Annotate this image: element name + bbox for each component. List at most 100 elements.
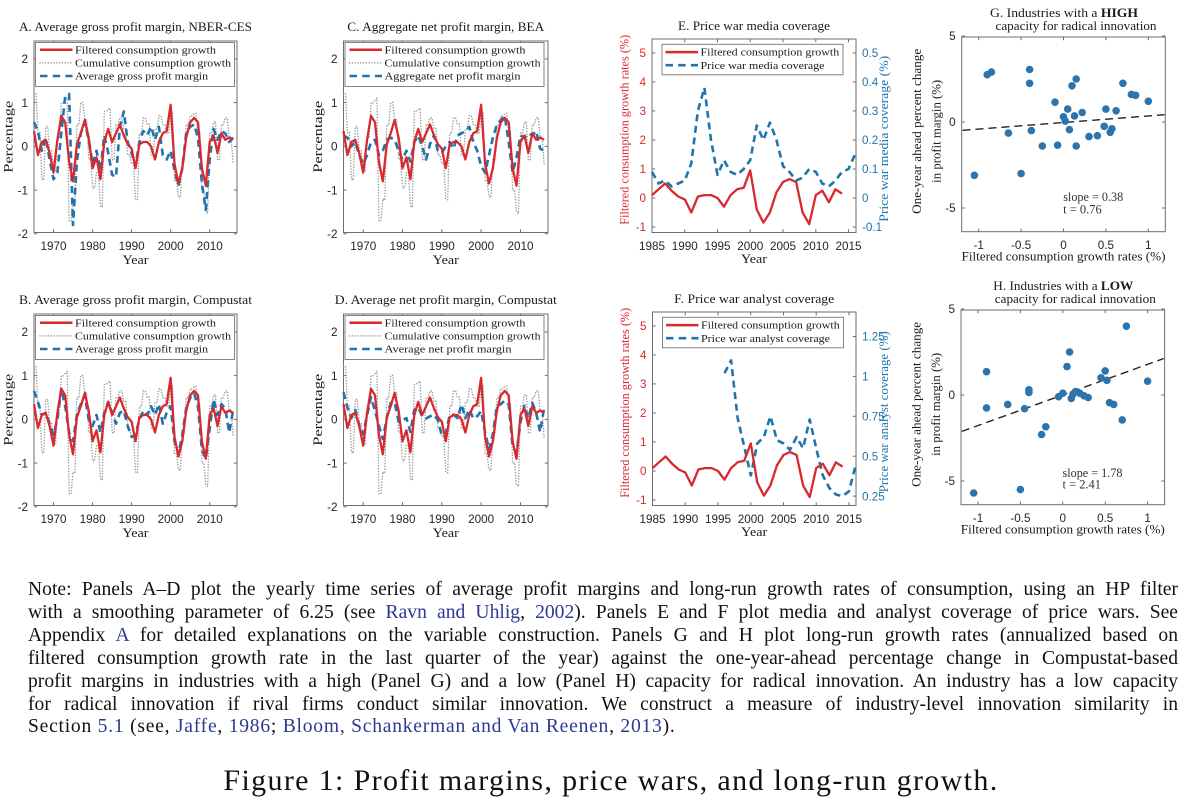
svg-text:Cumulative consumption growth: Cumulative consumption growth <box>75 58 232 70</box>
svg-text:Percentage: Percentage <box>2 100 16 173</box>
svg-text:1: 1 <box>1145 239 1152 252</box>
svg-text:1990: 1990 <box>672 240 699 253</box>
svg-text:Cumulative consumption growth: Cumulative consumption growth <box>385 58 542 70</box>
svg-text:5: 5 <box>948 303 955 316</box>
svg-text:t = 2.41: t = 2.41 <box>1063 478 1102 492</box>
svg-text:Average net profit margin: Average net profit margin <box>385 344 513 356</box>
svg-text:-1: -1 <box>636 221 646 234</box>
svg-text:0.75: 0.75 <box>862 411 885 424</box>
svg-text:Year: Year <box>741 252 768 266</box>
svg-text:Filtered consumption growth: Filtered consumption growth <box>385 44 527 56</box>
svg-text:Percentage: Percentage <box>311 373 325 446</box>
svg-text:-1: -1 <box>18 184 28 197</box>
svg-text:0.5: 0.5 <box>862 47 879 60</box>
svg-text:1: 1 <box>331 97 338 110</box>
svg-text:in profit margin (%): in profit margin (%) <box>930 80 944 183</box>
svg-text:1990: 1990 <box>119 240 146 253</box>
svg-text:2: 2 <box>331 326 338 339</box>
svg-text:1995: 1995 <box>705 513 732 526</box>
svg-text:1: 1 <box>639 163 646 176</box>
svg-text:3: 3 <box>640 378 647 391</box>
svg-text:2010: 2010 <box>803 240 830 253</box>
svg-text:0.25: 0.25 <box>862 490 885 503</box>
svg-text:Percentage: Percentage <box>2 373 16 446</box>
svg-text:0: 0 <box>331 141 338 154</box>
svg-text:2: 2 <box>331 53 338 66</box>
svg-text:Year: Year <box>123 253 150 267</box>
svg-text:H. Industries with a LOW: H. Industries with a LOW <box>993 279 1134 293</box>
svg-text:capacity for radical innovatio: capacity for radical innovation <box>996 19 1157 33</box>
svg-text:3: 3 <box>639 105 646 118</box>
svg-text:0.3: 0.3 <box>862 105 878 118</box>
svg-text:2005: 2005 <box>770 513 797 526</box>
svg-text:2010: 2010 <box>197 513 224 526</box>
svg-text:2010: 2010 <box>197 240 224 253</box>
svg-text:-1: -1 <box>973 239 983 252</box>
svg-text:0: 0 <box>331 414 338 427</box>
svg-text:2: 2 <box>640 407 647 420</box>
svg-text:Aggregate net profit margin: Aggregate net profit margin <box>385 71 522 83</box>
svg-text:2010: 2010 <box>507 513 534 526</box>
svg-text:Percentage: Percentage <box>311 100 325 173</box>
svg-text:Filtered consumption growth ra: Filtered consumption growth rates (%) <box>962 250 1166 264</box>
svg-text:capacity for radical innovatio: capacity for radical innovation <box>995 292 1156 306</box>
svg-text:0.5: 0.5 <box>1098 239 1115 252</box>
svg-text:slope = 1.78: slope = 1.78 <box>1063 466 1123 480</box>
svg-text:Filtered consumption growth: Filtered consumption growth <box>701 47 840 59</box>
svg-text:5: 5 <box>639 47 646 60</box>
svg-text:F. Price war analyst coverage: F. Price war analyst coverage <box>674 291 834 306</box>
svg-text:E. Price war media coverage: E. Price war media coverage <box>678 18 830 33</box>
svg-text:1985: 1985 <box>639 513 666 526</box>
svg-text:Price war analyst coverage: Price war analyst coverage <box>701 333 830 345</box>
svg-text:0: 0 <box>1060 239 1067 252</box>
svg-text:2000: 2000 <box>158 240 185 253</box>
svg-text:Filtered consumption growth: Filtered consumption growth <box>75 317 217 329</box>
svg-text:1995: 1995 <box>704 240 731 253</box>
svg-text:1: 1 <box>640 436 647 449</box>
svg-text:Filtered consumption growth ra: Filtered consumption growth rates (%) <box>618 308 632 498</box>
svg-text:C. Aggregate net profit margin: C. Aggregate net profit margin, BEA <box>347 19 545 34</box>
svg-text:2005: 2005 <box>770 240 797 253</box>
svg-text:1970: 1970 <box>350 513 377 526</box>
svg-text:in profit margin (%): in profit margin (%) <box>929 353 943 456</box>
svg-text:Filtered consumption growth ra: Filtered consumption growth rates (%) <box>961 523 1165 537</box>
svg-text:0: 0 <box>862 192 869 205</box>
svg-text:1990: 1990 <box>429 513 456 526</box>
svg-text:Price war analyst coverage (%): Price war analyst coverage (%) <box>877 331 891 492</box>
svg-text:1: 1 <box>862 371 869 384</box>
svg-text:1: 1 <box>21 97 28 110</box>
svg-text:4: 4 <box>640 349 647 362</box>
svg-text:-2: -2 <box>18 228 28 241</box>
svg-text:Filtered consumption growth: Filtered consumption growth <box>75 44 217 56</box>
svg-text:0: 0 <box>21 141 28 154</box>
svg-text:B. Average gross profit margin: B. Average gross profit margin, Compusta… <box>19 292 252 307</box>
svg-text:0.1: 0.1 <box>862 163 878 176</box>
svg-text:1980: 1980 <box>389 513 416 526</box>
svg-text:1: 1 <box>1144 512 1151 525</box>
svg-text:2: 2 <box>639 134 646 147</box>
svg-text:1980: 1980 <box>389 240 416 253</box>
svg-text:1985: 1985 <box>639 240 666 253</box>
svg-text:1990: 1990 <box>119 513 146 526</box>
svg-text:2000: 2000 <box>468 240 495 253</box>
svg-text:-1: -1 <box>327 184 337 197</box>
svg-text:Year: Year <box>433 526 460 540</box>
svg-text:0.4: 0.4 <box>862 76 879 89</box>
svg-text:0: 0 <box>639 192 646 205</box>
svg-text:0: 0 <box>949 116 956 129</box>
svg-text:Filtered consumption growth: Filtered consumption growth <box>385 317 527 329</box>
svg-text:-1: -1 <box>327 457 337 470</box>
svg-text:Year: Year <box>433 253 460 267</box>
svg-text:1980: 1980 <box>80 513 107 526</box>
svg-text:-2: -2 <box>327 501 337 514</box>
svg-text:2: 2 <box>21 53 28 66</box>
svg-text:-0.1: -0.1 <box>862 221 882 234</box>
svg-text:5: 5 <box>949 30 956 43</box>
svg-text:-1: -1 <box>636 494 646 507</box>
svg-text:1970: 1970 <box>40 240 67 253</box>
svg-text:0: 0 <box>640 465 647 478</box>
svg-text:0.2: 0.2 <box>862 134 878 147</box>
svg-text:1990: 1990 <box>672 513 699 526</box>
svg-text:Cumulative consumption growth: Cumulative consumption growth <box>75 331 232 343</box>
svg-text:-0.5: -0.5 <box>1010 512 1031 525</box>
